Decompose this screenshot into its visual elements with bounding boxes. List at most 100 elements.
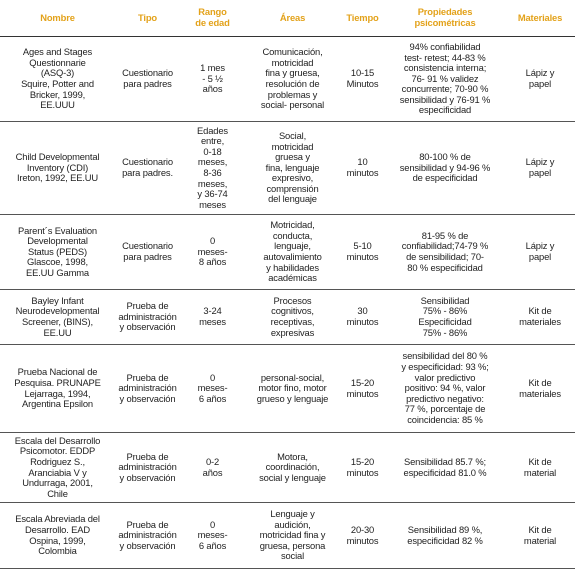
cell-line: conducta, xyxy=(272,229,313,241)
table-cell: Prueba de administración y observación xyxy=(115,503,180,569)
column-header: Propiedades psicométricas xyxy=(385,0,505,37)
cell-line: Escala Abreviada del xyxy=(15,513,100,525)
cell-line: y 36-74 xyxy=(197,188,228,200)
cell-line: cognitivos, xyxy=(271,305,314,317)
cell-line: Prueba de xyxy=(126,300,169,312)
cell-line: para padres xyxy=(123,251,172,262)
table-cell: Cuestionario para padres xyxy=(115,37,180,122)
table-cell: 94% confiabilidad test- retest; 44-83 % co… xyxy=(385,37,505,122)
cell-line: Bayley Infant xyxy=(31,294,84,306)
table-cell: Prueba de administración y observación xyxy=(115,345,180,433)
cell-line: Lenguaje y xyxy=(270,508,315,520)
cell-line: meses xyxy=(199,198,226,210)
table-cell: Lápiz y papel xyxy=(505,122,575,215)
cell-line: 77 %, porcentaje de xyxy=(404,403,486,415)
cell-line: positivo: 94 %, valor xyxy=(404,382,486,394)
cell-line: minutos xyxy=(346,251,379,262)
cell-line: (ASQ-3) xyxy=(40,67,75,79)
table-row: Child Developmental Inventory (CDI) Ireton… xyxy=(0,122,575,215)
cell-line: minutos xyxy=(346,167,379,178)
cell-line: Procesos xyxy=(273,294,312,306)
cell-line: 75% - 86% xyxy=(422,326,468,338)
cell-line: minutos xyxy=(346,534,379,546)
cell-line: motricidad fina y xyxy=(259,529,326,541)
cell-line: Desarrollo. EAD xyxy=(25,523,90,535)
column-header: Tipo xyxy=(115,0,180,37)
table-body: Ages and Stages Questionnarie (ASQ-3) Squir… xyxy=(0,37,575,569)
cell-line: gruesa, persona xyxy=(259,539,326,551)
cell-line: Lápiz y xyxy=(525,240,555,252)
table-cell: 15-20 minutos xyxy=(340,433,385,503)
cell-line: 0 xyxy=(209,371,216,383)
cell-line: Ireton, 1992, EE.UU xyxy=(16,172,99,184)
table-cell: 0 meses- 6 años xyxy=(180,345,245,433)
cell-line: 8-36 xyxy=(203,167,222,178)
table-cell: Prueba Nacional de Pesquisa. PRUNAPE Lejar… xyxy=(0,345,115,433)
cell-line: Status (PEDS) xyxy=(27,245,87,257)
cell-line: y observación xyxy=(119,392,176,404)
cell-line: Cuestionario xyxy=(122,156,173,168)
cell-line: 15-20 xyxy=(350,455,375,467)
table-cell: 80-100 % de sensibilidad y 94-96 % de espe… xyxy=(385,122,505,215)
cell-line: Colombia xyxy=(38,545,77,557)
cell-line: Propiedades xyxy=(417,6,473,18)
cell-line: Child Developmental xyxy=(15,151,100,163)
cell-line: Questionnarie xyxy=(29,56,86,68)
table-cell: Cuestionario para padres. xyxy=(115,122,180,215)
cell-line: resolución de xyxy=(265,78,320,89)
cell-line: Lápiz y xyxy=(525,67,555,79)
cell-line: - 5 ½ xyxy=(202,72,223,84)
cell-line: meses xyxy=(199,316,226,327)
cell-line: de especificidad xyxy=(412,172,478,184)
cell-line: social- personal xyxy=(260,99,325,111)
table-cell: 10-15 Minutos xyxy=(340,37,385,122)
table-cell: Motricidad, conducta, lenguaje, autovalimie… xyxy=(245,215,340,290)
column-header: Áreas xyxy=(245,0,340,37)
cell-line: Escala del Desarrollo xyxy=(14,434,101,446)
table-cell: 30 minutos xyxy=(340,290,385,345)
cell-line: concurrente; 70-90 % xyxy=(401,83,489,95)
column-header: Tiempo xyxy=(340,0,385,37)
table-cell: Sensibilidad 85.7 %; especificidad 81.0 % xyxy=(385,433,505,503)
cell-line: años xyxy=(202,466,223,478)
cell-line: EE.UUU xyxy=(40,99,75,111)
cell-line: Screener, (BINS), xyxy=(22,316,93,327)
table-cell: Procesos cognitivos, receptivas, expresivas xyxy=(245,290,340,345)
cell-line: Motricidad, xyxy=(270,219,315,231)
header-row: Nombre Tipo Rango de edad Áreas Tiempo Propied… xyxy=(0,0,575,37)
cell-line: 1 mes xyxy=(200,62,225,74)
table-cell: 1 mes - 5 ½ años xyxy=(180,37,245,122)
table-cell: sensibilidad del 80 % y especificidad: 93… xyxy=(385,345,505,433)
cell-line: y habilidades xyxy=(266,261,319,273)
cell-line: administración xyxy=(118,310,177,322)
cell-line: Motora, xyxy=(277,450,308,462)
cell-line: administración xyxy=(118,382,177,394)
table-row: Bayley Infant Neurodevelopmental Screener,… xyxy=(0,290,575,345)
cell-line: minutos xyxy=(346,316,379,327)
cell-line: audición, xyxy=(274,518,311,530)
cell-line: Lejarraga, 1994, xyxy=(24,387,91,399)
table-cell: Ages and Stages Questionnarie (ASQ-3) Squir… xyxy=(0,37,115,122)
cell-line: 8 años xyxy=(198,256,227,268)
table-row: Parent´s Evaluation Developmental Status (… xyxy=(0,215,575,290)
cell-line: social y lenguaje xyxy=(259,471,326,483)
table-cell: Lápiz y papel xyxy=(505,37,575,122)
cell-line: 0 xyxy=(209,235,216,247)
cell-line: Kit de xyxy=(528,455,552,467)
table-cell: Social, motricidad gruesa y fina, lenguaje e… xyxy=(245,122,340,215)
table-cell: 15-20 minutos xyxy=(340,345,385,433)
cell-line: valor predictivo xyxy=(414,371,476,383)
cell-line: de edad xyxy=(195,17,230,28)
cell-line: minutos xyxy=(346,466,379,478)
cell-line: académicas xyxy=(268,272,317,284)
table-header: Nombre Tipo Rango de edad Áreas Tiempo Propied… xyxy=(0,0,575,37)
cell-line: EE.UU Gamma xyxy=(26,266,89,278)
cell-line: Neurodevelopmental xyxy=(15,305,100,317)
cell-line: expresivo, xyxy=(271,172,314,184)
table-cell: Lápiz y papel xyxy=(505,215,575,290)
cell-line: y observación xyxy=(119,471,176,483)
cell-line: Inventory (CDI) xyxy=(26,161,89,173)
column-header: Materiales xyxy=(505,0,575,37)
cell-line: 94% confiabilidad xyxy=(409,40,481,52)
